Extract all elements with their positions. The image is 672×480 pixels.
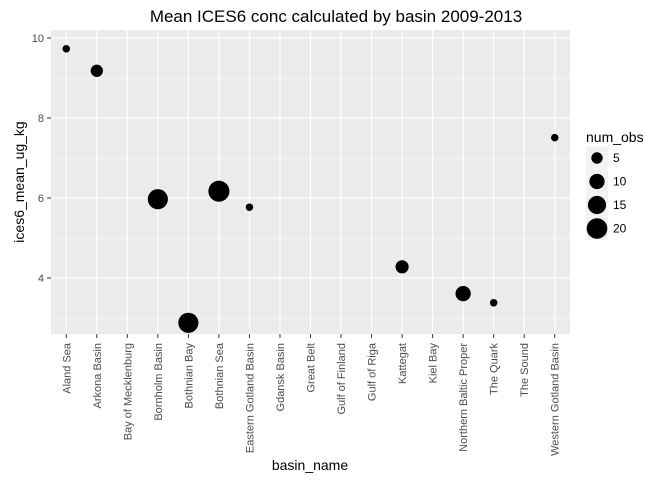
- legend: num_obs 5 10 15 20: [586, 129, 644, 240]
- y-tick-label: 4: [38, 273, 44, 285]
- x-tick-label: The Sound: [519, 343, 531, 397]
- x-tick-label: Great Belt: [306, 343, 318, 393]
- x-tick-label: Gdansk Basin: [275, 343, 287, 411]
- x-tick-label: Gulf of Finland: [336, 343, 348, 415]
- data-point: [147, 189, 168, 210]
- legend-symbol: [587, 195, 607, 215]
- data-point: [90, 64, 103, 77]
- x-tick-label: Gulf of Riga: [367, 342, 379, 401]
- legend-symbol: [589, 173, 605, 190]
- x-tick-label: Western Gotland Basin: [550, 343, 562, 456]
- y-tick-label: 6: [38, 193, 44, 205]
- x-tick-label: Bothnian Sea: [214, 342, 226, 409]
- data-point: [245, 203, 254, 211]
- legend-label: 10: [613, 175, 627, 189]
- x-tick-label: Eastern Gotland Basin: [244, 343, 256, 453]
- x-tick-label: Bothnian Bay: [183, 343, 195, 409]
- y-axis-title: ices6_mean_ug_kg: [11, 121, 27, 242]
- data-point: [178, 312, 199, 333]
- grid-lines: [51, 30, 570, 334]
- x-tick-label: Bay of Mecklenburg: [122, 343, 134, 440]
- legend-title: num_obs: [586, 129, 644, 145]
- x-tick-label: Aland Sea: [61, 342, 73, 394]
- legend-label: 5: [613, 151, 620, 165]
- legend-label: 20: [613, 222, 627, 236]
- chart-title: Mean ICES6 conc calculated by basin 2009…: [150, 7, 522, 26]
- y-tick-label: 10: [32, 33, 44, 45]
- y-axis: 4 6 8 10: [32, 33, 51, 285]
- y-tick-label: 8: [38, 113, 44, 125]
- data-point: [550, 133, 559, 142]
- legend-symbol: [586, 218, 608, 239]
- x-tick-label: Arkona Basin: [92, 343, 104, 408]
- legend-symbol: [591, 152, 603, 164]
- x-tick-label: Kiel Bay: [428, 343, 440, 384]
- data-point: [489, 299, 498, 307]
- x-tick-label: Kattegat: [397, 343, 409, 384]
- x-tick-label: Northern Baltic Proper: [458, 343, 470, 452]
- legend-label: 15: [613, 198, 627, 212]
- data-points: [62, 45, 559, 333]
- x-tick-label: Bornholm Basin: [153, 343, 165, 421]
- data-point: [395, 260, 409, 274]
- data-point: [455, 285, 471, 302]
- data-point: [208, 180, 230, 202]
- x-axis-title: basin_name: [272, 457, 348, 473]
- x-tick-label: The Quark: [489, 343, 501, 395]
- x-axis: Aland Sea Arkona Basin Bay of Mecklenburg B…: [61, 334, 562, 456]
- data-point: [62, 45, 71, 53]
